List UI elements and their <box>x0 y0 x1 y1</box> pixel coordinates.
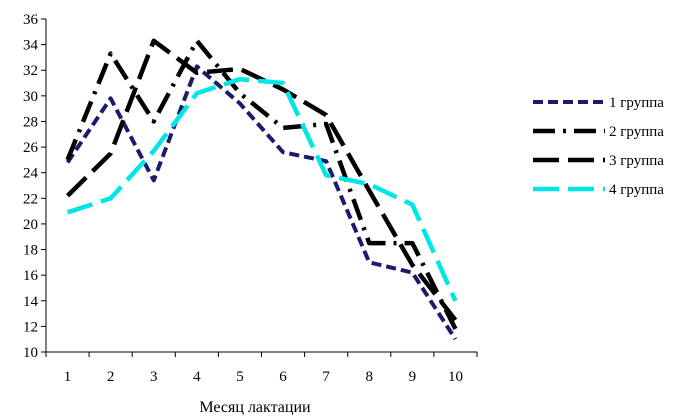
y-tick-label: 10 <box>23 345 38 361</box>
x-tick-label: 9 <box>409 369 417 385</box>
x-tick-label: 7 <box>322 369 330 385</box>
legend-label-4: 4 группа <box>609 182 664 198</box>
y-tick-label: 12 <box>23 319 38 335</box>
x-tick-label: 8 <box>366 369 374 385</box>
legend-label-2: 2 группа <box>609 124 664 140</box>
y-tick-label: 28 <box>23 114 38 130</box>
y-tick-label: 30 <box>23 89 38 105</box>
y-tick-label: 18 <box>23 243 38 259</box>
x-tick-label: 1 <box>64 369 72 385</box>
series-line-4 <box>66 76 458 302</box>
series-line-1 <box>65 64 458 341</box>
y-tick-label: 36 <box>23 12 39 28</box>
y-tick-label: 26 <box>23 140 39 156</box>
y-tick-label: 16 <box>23 268 39 284</box>
x-tick-label: 3 <box>150 369 158 385</box>
y-tick-label: 32 <box>23 63 38 79</box>
x-tick-label: 2 <box>107 369 115 385</box>
y-tick-label: 14 <box>23 294 39 310</box>
x-tick-label: 4 <box>193 369 201 385</box>
y-tick-label: 22 <box>23 191 38 207</box>
plot-area <box>65 38 458 341</box>
y-tick-label: 20 <box>23 217 38 233</box>
legend-label-1: 1 группа <box>609 95 664 111</box>
x-tick-label: 5 <box>236 369 244 385</box>
x-tick-label: 6 <box>279 369 287 385</box>
legend-label-3: 3 группа <box>609 153 664 169</box>
chart-legend: 1 группа 2 группа 3 группа 4 группа <box>533 95 664 198</box>
y-tick-label: 34 <box>23 38 39 54</box>
series-line-2 <box>65 38 458 330</box>
x-tick-label: 10 <box>448 369 463 385</box>
y-tick-label: 24 <box>23 166 39 182</box>
x-axis-title: Месяц лактации <box>199 399 311 416</box>
